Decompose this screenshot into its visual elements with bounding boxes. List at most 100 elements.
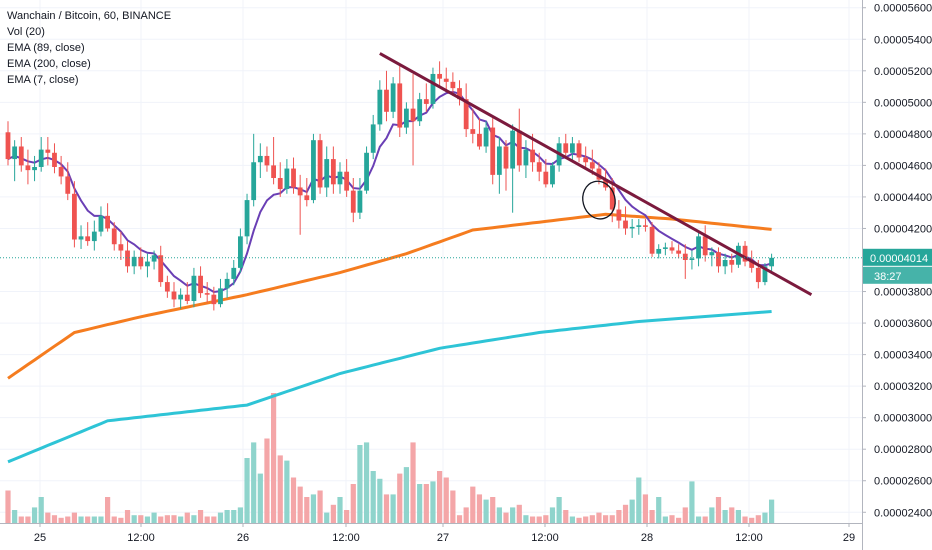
volume-bar <box>91 516 97 523</box>
volume-bar <box>622 504 629 523</box>
candle-body <box>238 236 243 268</box>
candle-body <box>138 256 144 267</box>
volume-bar <box>483 499 489 523</box>
candle-body <box>297 187 303 196</box>
volume-bar <box>543 515 549 523</box>
trendline[interactable] <box>379 52 813 296</box>
symbol-title[interactable]: Wanchain / Bitcoin, 60, BINANCE <box>7 10 172 22</box>
grid-lines <box>0 0 862 523</box>
time-tick-label: 12:00 <box>127 532 155 544</box>
volume-bar <box>549 507 556 523</box>
volume-bar <box>237 507 243 523</box>
candle-body <box>669 247 675 251</box>
indicator-ema-89[interactable]: EMA (89, close) <box>7 42 85 54</box>
candle-body <box>716 252 721 267</box>
volume-bar <box>523 515 529 523</box>
volume-bar <box>211 516 217 523</box>
candle-body <box>536 162 542 172</box>
price-tick-label: 0.00002800 <box>874 444 932 456</box>
volume-bar <box>616 510 622 523</box>
candle-body <box>616 209 622 221</box>
volume-bar <box>589 515 595 523</box>
volume-bar <box>443 477 449 523</box>
volume-bar <box>715 497 722 523</box>
candle-body <box>164 282 170 292</box>
volume-bar <box>31 507 38 523</box>
candle-body <box>762 266 768 283</box>
candle-body <box>370 124 376 153</box>
volume-bar <box>476 494 483 523</box>
candle-body <box>457 88 462 100</box>
candle-body <box>523 149 529 166</box>
volume-bar <box>397 473 403 523</box>
candle-body <box>344 171 350 191</box>
candle-body <box>72 193 77 240</box>
candle-body <box>251 162 257 201</box>
annotation-ellipse[interactable] <box>579 178 620 223</box>
volume-bar <box>377 478 383 523</box>
candle-body <box>224 278 230 289</box>
candle-body <box>38 149 44 167</box>
candle-body <box>78 236 84 240</box>
candle-body <box>463 99 469 130</box>
ema-lines <box>7 90 772 464</box>
volume-bar <box>496 507 502 523</box>
volume-bar <box>629 499 635 523</box>
candle-body <box>12 146 18 160</box>
volume-bar <box>536 516 542 523</box>
time-tick-label: 25 <box>34 532 46 544</box>
volume-bar <box>337 497 343 523</box>
candle-body <box>111 228 117 245</box>
candle-body <box>244 200 250 237</box>
indicator-ema-7[interactable]: EMA (7, close) <box>7 74 79 86</box>
candle-body <box>623 220 628 229</box>
price-tick-label: 0.00003200 <box>874 381 932 393</box>
time-tick-label: 26 <box>237 532 249 544</box>
time-axis[interactable]: 25 12:00 26 12:00 27 12:00 28 12:00 29 <box>0 523 862 550</box>
volume-bar <box>251 442 257 523</box>
volume-bar <box>556 497 562 523</box>
candle-body <box>231 267 237 279</box>
candle-body <box>218 288 223 305</box>
candle-body <box>643 225 648 227</box>
candle-body <box>755 267 761 283</box>
volume-bar <box>596 512 602 523</box>
candle-body <box>490 127 496 175</box>
ema-7-line <box>7 90 772 294</box>
candle-body <box>65 176 71 194</box>
volume-bar <box>430 481 436 523</box>
volume-bar <box>656 497 662 523</box>
volume-bar <box>264 438 270 523</box>
price-tick-label: 0.00005200 <box>874 66 932 78</box>
volume-bar <box>118 517 124 523</box>
drawings[interactable] <box>379 52 813 296</box>
candle-body <box>550 165 555 185</box>
volume-bar <box>350 484 356 523</box>
candle-body <box>749 261 755 268</box>
ema-200-line <box>7 310 772 464</box>
candle-body <box>45 149 51 153</box>
volume-bar <box>450 490 456 523</box>
candle-body <box>450 81 456 89</box>
candle-body <box>284 168 290 190</box>
candle-body <box>145 261 150 267</box>
candle-body <box>636 225 642 227</box>
volume-bar <box>576 517 582 523</box>
countdown-badge <box>863 266 932 284</box>
volume-bar <box>304 497 310 523</box>
volume-bar <box>516 504 522 523</box>
indicator-volume[interactable]: Vol (20) <box>7 26 45 38</box>
last-price-label: 0.00004014 38:27 <box>863 248 932 284</box>
volume-bar <box>271 393 277 523</box>
candle-body <box>257 155 263 163</box>
volume-bar <box>78 516 84 523</box>
volume-bar <box>217 512 224 523</box>
indicator-ema-200[interactable]: EMA (200, close) <box>7 58 91 70</box>
candle-body <box>125 250 130 267</box>
volume-bar <box>158 516 164 523</box>
volume-bar <box>510 507 516 523</box>
candle-body <box>729 260 735 265</box>
price-tick-label: 0.00004600 <box>874 160 932 172</box>
volume-bar <box>344 510 350 523</box>
